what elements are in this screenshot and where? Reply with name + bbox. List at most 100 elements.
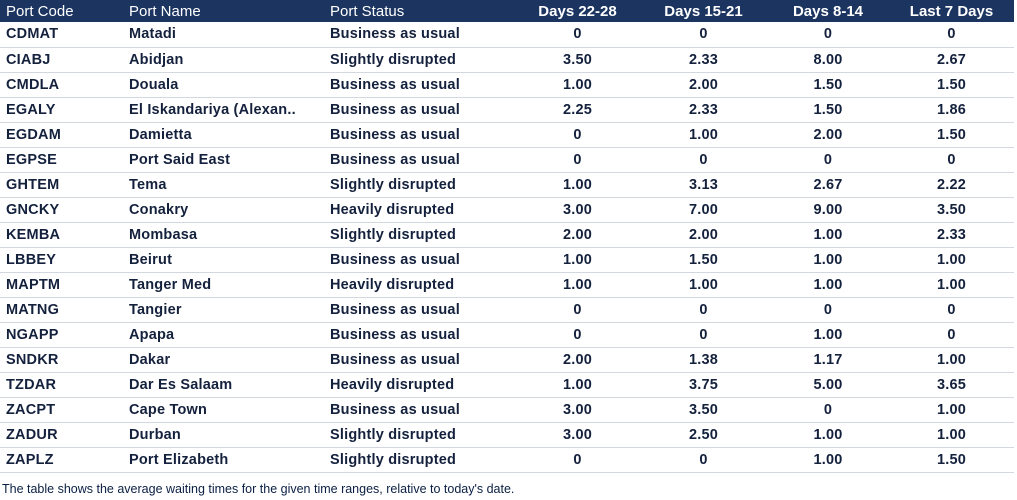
cell-days-8-14: 1.00: [813, 451, 843, 468]
table-body: CDMAT Matadi Business as usual 0 0 0 0 CIABJ Abi…: [0, 22, 1014, 472]
cell-last-7-days: 1.00: [936, 426, 967, 443]
cell-port-status: Business as usual: [330, 101, 460, 118]
cell-days-22-28: 1.00: [562, 176, 593, 193]
table-row[interactable]: KEMBA Mombasa Slightly disrupted 2.00 2.00 1.…: [0, 222, 1014, 247]
cell-days-8-14: 2.00: [813, 126, 843, 143]
cell-days-22-28: 1.00: [562, 376, 593, 393]
table-row[interactable]: TZDAR Dar Es Salaam Heavily disrupted 1.00 3…: [0, 372, 1014, 397]
cell-port-code: CIABJ: [6, 51, 51, 68]
cell-days-22-28: 3.50: [562, 51, 593, 68]
cell-port-name: Dakar: [129, 351, 171, 368]
cell-port-name: Abidjan: [129, 51, 184, 68]
cell-port-code: CDMAT: [6, 26, 59, 43]
cell-days-22-28: 3.00: [562, 201, 593, 218]
cell-last-7-days: 1.50: [936, 126, 967, 143]
cell-days-15-21: 3.13: [688, 176, 719, 193]
cell-days-22-28: 0: [573, 151, 582, 168]
port-waiting-times-table: Port Code Port Name Port Status Days 22-…: [0, 0, 1014, 472]
cell-last-7-days: 0: [947, 151, 956, 168]
cell-days-8-14: 1.00: [813, 226, 843, 243]
cell-days-22-28: 0: [573, 26, 582, 43]
cell-days-8-14: 8.00: [813, 51, 843, 68]
cell-days-8-14: 1.17: [813, 351, 843, 368]
table-row[interactable]: CDMAT Matadi Business as usual 0 0 0 0: [0, 22, 1014, 47]
cell-port-status: Business as usual: [330, 401, 460, 418]
column-header-port-status[interactable]: Port Status: [330, 2, 405, 20]
cell-port-status: Business as usual: [330, 251, 460, 268]
cell-days-8-14: 1.50: [813, 101, 843, 118]
cell-port-status: Business as usual: [330, 126, 460, 143]
table-row[interactable]: SNDKR Dakar Business as usual 2.00 1.38 1.17 1…: [0, 347, 1014, 372]
cell-port-status: Business as usual: [330, 351, 460, 368]
cell-days-8-14: 2.67: [813, 176, 843, 193]
cell-days-22-28: 2.00: [562, 351, 593, 368]
table-header: Port Code Port Name Port Status Days 22-…: [0, 0, 1014, 22]
cell-port-code: ZACPT: [6, 401, 56, 418]
cell-port-code: EGPSE: [6, 151, 57, 168]
cell-days-22-28: 0: [573, 126, 582, 143]
cell-port-status: Business as usual: [330, 326, 460, 343]
cell-port-name: Matadi: [129, 26, 177, 43]
column-header-last-7-days[interactable]: Last 7 Days: [909, 2, 994, 20]
table-row[interactable]: EGPSE Port Said East Business as usual 0 0 0 0: [0, 147, 1014, 172]
column-header-port-code[interactable]: Port Code: [6, 2, 74, 20]
cell-port-status: Slightly disrupted: [330, 426, 457, 443]
cell-port-code: MATNG: [6, 301, 60, 318]
cell-days-15-21: 1.38: [688, 351, 719, 368]
cell-port-name: Dar Es Salaam: [129, 376, 233, 393]
table-row[interactable]: CMDLA Douala Business as usual 1.00 2.00 1.50…: [0, 72, 1014, 97]
cell-last-7-days: 1.50: [936, 451, 967, 468]
cell-port-status: Heavily disrupted: [330, 276, 455, 293]
header-row: Port Code Port Name Port Status Days 22-…: [0, 0, 1014, 22]
cell-port-name: Beirut: [129, 251, 173, 268]
cell-days-22-28: 0: [573, 451, 582, 468]
table-row[interactable]: EGALY El Iskandariya (Alexan.. Business as…: [0, 97, 1014, 122]
cell-days-8-14: 1.00: [813, 251, 843, 268]
table-row[interactable]: LBBEY Beirut Business as usual 1.00 1.50 1.00…: [0, 247, 1014, 272]
column-header-days-8-14[interactable]: Days 8-14: [792, 2, 864, 20]
table-row[interactable]: MATNG Tangier Business as usual 0 0 0 0: [0, 297, 1014, 322]
cell-days-22-28: 0: [573, 301, 582, 318]
cell-port-status: Slightly disrupted: [330, 226, 457, 243]
cell-last-7-days: 0: [947, 301, 956, 318]
cell-port-status: Business as usual: [330, 151, 460, 168]
cell-port-code: NGAPP: [6, 326, 59, 343]
cell-days-22-28: 3.00: [562, 401, 593, 418]
cell-port-code: EGALY: [6, 101, 56, 118]
table-row[interactable]: GHTEM Tema Slightly disrupted 1.00 3.13 2.67 2…: [0, 172, 1014, 197]
cell-last-7-days: 1.00: [936, 251, 967, 268]
table-row[interactable]: ZAPLZ Port Elizabeth Slightly disrupted 0 0 1…: [0, 447, 1014, 472]
cell-days-15-21: 1.00: [688, 126, 719, 143]
column-header-port-name[interactable]: Port Name: [129, 2, 201, 20]
cell-port-status: Slightly disrupted: [330, 51, 457, 68]
table-row[interactable]: ZADUR Durban Slightly disrupted 3.00 2.50 1.0…: [0, 422, 1014, 447]
cell-port-status: Business as usual: [330, 76, 460, 93]
cell-days-8-14: 1.00: [813, 276, 843, 293]
cell-port-name: Damietta: [129, 126, 192, 143]
cell-last-7-days: 1.50: [936, 76, 967, 93]
cell-port-name: Port Elizabeth: [129, 451, 229, 468]
cell-port-status: Slightly disrupted: [330, 176, 457, 193]
table-row[interactable]: ZACPT Cape Town Business as usual 3.00 3.50 0…: [0, 397, 1014, 422]
table-row[interactable]: MAPTM Tanger Med Heavily disrupted 1.00 1.00…: [0, 272, 1014, 297]
cell-days-8-14: 0: [823, 401, 833, 418]
cell-days-15-21: 2.50: [688, 426, 719, 443]
column-header-days-22-28[interactable]: Days 22-28: [538, 2, 617, 20]
cell-days-8-14: 0: [823, 301, 833, 318]
cell-last-7-days: 1.00: [936, 276, 967, 293]
cell-days-8-14: 0: [823, 26, 833, 43]
table-row[interactable]: EGDAM Damietta Business as usual 0 1.00 2.00 1…: [0, 122, 1014, 147]
table-row[interactable]: NGAPP Apapa Business as usual 0 0 1.00 0: [0, 322, 1014, 347]
cell-days-15-21: 2.00: [688, 226, 719, 243]
cell-days-15-21: 7.00: [688, 201, 719, 218]
cell-port-code: KEMBA: [6, 226, 61, 243]
table-row[interactable]: GNCKY Conakry Heavily disrupted 3.00 7.00 9.0…: [0, 197, 1014, 222]
cell-days-15-21: 2.33: [688, 51, 719, 68]
column-header-days-15-21[interactable]: Days 15-21: [664, 2, 743, 20]
cell-days-22-28: 2.00: [562, 226, 593, 243]
table-row[interactable]: CIABJ Abidjan Slightly disrupted 3.50 2.33 8.…: [0, 47, 1014, 72]
cell-days-8-14: 1.00: [813, 326, 843, 343]
cell-last-7-days: 2.67: [936, 51, 967, 68]
cell-days-15-21: 2.00: [688, 76, 719, 93]
cell-port-name: Cape Town: [129, 401, 208, 418]
